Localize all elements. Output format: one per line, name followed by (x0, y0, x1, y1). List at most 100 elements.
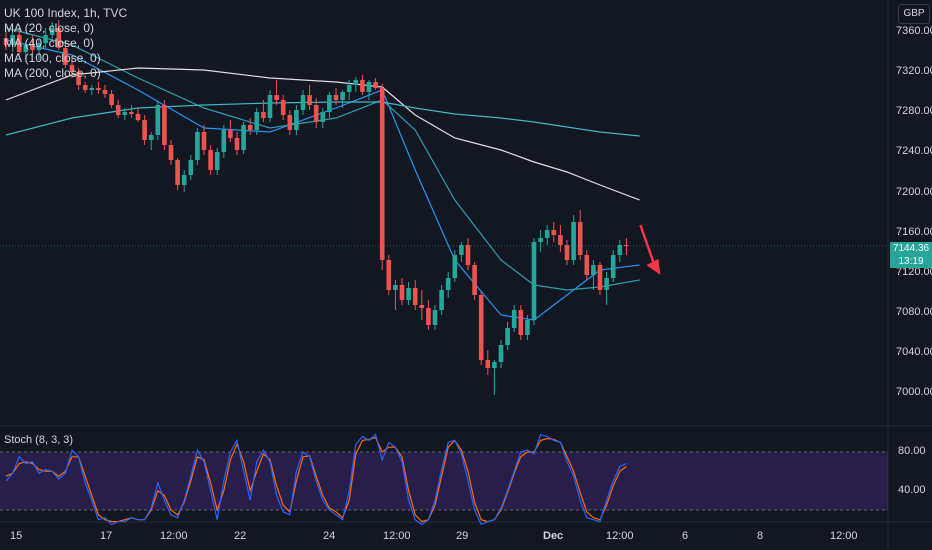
candle-body (564, 245, 570, 260)
candle-body (30, 45, 35, 50)
candle-body (584, 255, 590, 275)
candle-body (89, 88, 95, 90)
price-tick: 7240.00 (896, 145, 932, 157)
stoch-label[interactable]: Stoch (8, 3, 3) (4, 434, 74, 446)
candle-body (320, 112, 326, 122)
candle-body (531, 242, 537, 320)
candle-body (155, 105, 161, 135)
candle-body (492, 362, 497, 368)
time-tick: 12:00 (830, 530, 858, 542)
candle-body (16, 35, 22, 52)
time-tick: 17 (100, 530, 113, 542)
candle-body (63, 48, 68, 65)
candle-body (373, 82, 378, 88)
candle-body (445, 278, 451, 290)
candle-body (498, 345, 504, 362)
candle-body (129, 112, 134, 114)
candle-body (241, 125, 246, 150)
candle-body (109, 94, 114, 105)
ma100-line (5, 67, 640, 201)
ma40-label[interactable]: MA (40, close, 0) (4, 36, 95, 50)
candle-body (571, 222, 576, 260)
stoch-tick: 40.00 (898, 484, 926, 496)
currency-button[interactable]: GBP (898, 4, 930, 24)
candle-body (624, 245, 629, 246)
time-tick: 6 (682, 530, 689, 542)
candle-body (505, 328, 510, 345)
candle-body (551, 230, 557, 235)
price-tick: 7320.00 (896, 65, 932, 77)
ma100-label[interactable]: MA (100, close, 0) (4, 51, 101, 65)
candle-body (577, 222, 583, 255)
candle-body (452, 255, 458, 278)
candle-body (49, 28, 55, 35)
candle-body (56, 28, 62, 48)
candle-body (162, 105, 167, 145)
candle-body (214, 152, 220, 170)
candle-body (538, 238, 543, 242)
time-tick: 15 (10, 530, 23, 542)
candle-body (69, 65, 75, 72)
candle-body (465, 245, 471, 265)
arrow-head (646, 259, 661, 275)
time-tick: 12:00 (160, 530, 188, 542)
candle-body (148, 135, 154, 140)
price-tick: 7120.00 (896, 266, 932, 278)
candle-body (267, 95, 273, 118)
candle-body (122, 112, 128, 115)
candle-body (221, 130, 227, 152)
arrow-shaft (639, 224, 656, 266)
candle-body (247, 125, 253, 130)
symbol-title[interactable]: UK 100 Index, 1h, TVC (4, 6, 128, 20)
candle-body (43, 35, 48, 43)
price-tick: 7000.00 (896, 386, 932, 398)
ma20-label[interactable]: MA (20, close, 0) (4, 21, 95, 35)
candle-body (426, 308, 431, 325)
candle-body (333, 95, 339, 100)
candle-body (175, 160, 180, 185)
candle-body (208, 150, 213, 170)
candle-body (366, 82, 372, 92)
candle-body (327, 95, 332, 112)
candle-body (610, 255, 616, 278)
candle-body (406, 288, 411, 300)
time-tick: Dec (543, 530, 564, 542)
candle-body (591, 265, 596, 275)
candle-body (313, 105, 319, 122)
price-tick: 7360.00 (896, 25, 932, 37)
candle-body (261, 112, 266, 118)
candle-body (234, 138, 240, 150)
candle-body (485, 360, 491, 368)
price-tick: 7080.00 (896, 306, 932, 318)
ma40-line (5, 27, 640, 291)
time-tick: 24 (323, 530, 336, 542)
candle-body (96, 88, 101, 90)
stoch-k-line (5, 433, 627, 526)
candle-body (360, 80, 365, 92)
candle-body (36, 43, 42, 50)
candle-body (300, 95, 306, 110)
price-tick: 7280.00 (896, 105, 932, 117)
legend: UK 100 Index, 1h, TVC MA (20, close, 0) … (4, 6, 127, 81)
candle-body (511, 310, 517, 328)
candle-body (353, 80, 359, 85)
time-tick: 8 (757, 530, 764, 542)
candle-body (23, 45, 29, 52)
candle-body (76, 72, 81, 85)
candle-body (393, 285, 398, 290)
stoch-tick: 80.00 (898, 445, 926, 457)
candle-body (412, 288, 418, 305)
candle-body (617, 245, 623, 255)
candle-body (115, 105, 121, 115)
candle-body (201, 132, 207, 150)
candle-body (419, 305, 425, 308)
candle-body (280, 100, 286, 115)
candle-body (544, 230, 550, 238)
candle-body (10, 35, 15, 45)
candle-body (597, 265, 603, 290)
candle-body (228, 130, 233, 138)
candle-body (294, 110, 299, 130)
ma200-label[interactable]: MA (200, close, 0) (4, 66, 101, 80)
candle-body (82, 85, 88, 90)
